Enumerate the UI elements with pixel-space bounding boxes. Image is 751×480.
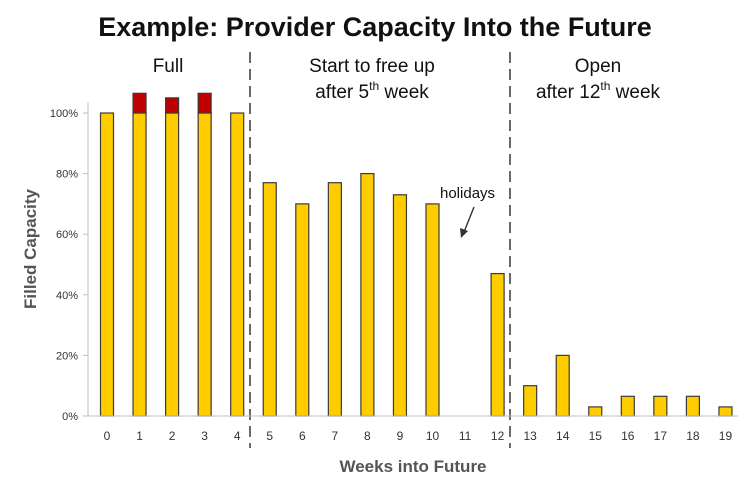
bar [132, 112, 147, 417]
bar [620, 395, 635, 417]
x-tick-label: 6 [299, 429, 306, 443]
chart-title: Example: Provider Capacity Into the Futu… [98, 12, 652, 42]
region-label: after 12th week [536, 79, 661, 103]
x-tick-label: 10 [426, 429, 440, 443]
y-axis: 0% 20% 40% 60% 80% 100% [50, 102, 89, 423]
region-label: Open [575, 56, 621, 77]
x-axis-label: Weeks into Future [339, 457, 486, 476]
annotation-text: holidays [440, 185, 495, 202]
x-tick-label: 17 [654, 429, 668, 443]
x-tick-label: 4 [234, 429, 241, 443]
x-tick-label: 9 [397, 429, 404, 443]
bar [523, 385, 538, 417]
x-tick-label: 14 [556, 429, 570, 443]
bar [588, 406, 603, 417]
y-tick-label: 60% [56, 229, 78, 241]
x-tick-label: 2 [169, 429, 176, 443]
bar [230, 112, 245, 417]
region-label: Start to free up [309, 56, 435, 77]
x-tick-label: 8 [364, 429, 371, 443]
x-axis: 0 1 2 3 4 5 6 7 8 9 10 11 12 13 14 15 16 17 18 19 [88, 415, 738, 443]
bar [392, 194, 408, 417]
bar [99, 112, 115, 417]
region-label: Full [153, 56, 184, 77]
overbooked-bar [132, 92, 147, 114]
bar [425, 203, 440, 417]
x-tick-label: 13 [523, 429, 537, 443]
y-axis-label: Filled Capacity [21, 188, 40, 309]
x-tick-label: 7 [332, 429, 339, 443]
y-tick-label: 40% [56, 290, 78, 302]
overbooked-bar [165, 97, 180, 114]
region-label: after 5th week [315, 79, 429, 103]
x-tick-label: 5 [266, 429, 273, 443]
bar [360, 173, 375, 417]
bar [653, 395, 668, 417]
bar [490, 272, 505, 417]
bar [327, 182, 342, 417]
bar [718, 406, 733, 417]
x-tick-label: 1 [136, 429, 143, 443]
x-tick-label: 0 [104, 429, 111, 443]
x-tick-label: 11 [459, 429, 472, 443]
bar [197, 112, 212, 417]
bar [555, 354, 570, 417]
overbooked-bar [197, 92, 212, 114]
y-tick-label: 100% [50, 108, 78, 120]
x-tick-label: 19 [719, 429, 733, 443]
bars [99, 92, 733, 417]
x-tick-label: 18 [686, 429, 700, 443]
region-dividers [249, 52, 511, 448]
bar [295, 203, 310, 417]
annotation-arrow [463, 206, 475, 233]
y-tick-label: 80% [56, 169, 78, 181]
bar [165, 112, 180, 417]
y-tick-label: 0% [62, 411, 78, 423]
bar [262, 182, 277, 417]
x-tick-label: 12 [491, 429, 505, 443]
x-tick-label: 15 [589, 429, 603, 443]
x-tick-label: 3 [201, 429, 208, 443]
y-tick-label: 20% [56, 350, 78, 362]
holidays-annotation: holidays [440, 185, 495, 238]
bar [685, 395, 701, 417]
annotation-arrowhead [460, 228, 468, 238]
x-tick-label: 16 [621, 429, 635, 443]
